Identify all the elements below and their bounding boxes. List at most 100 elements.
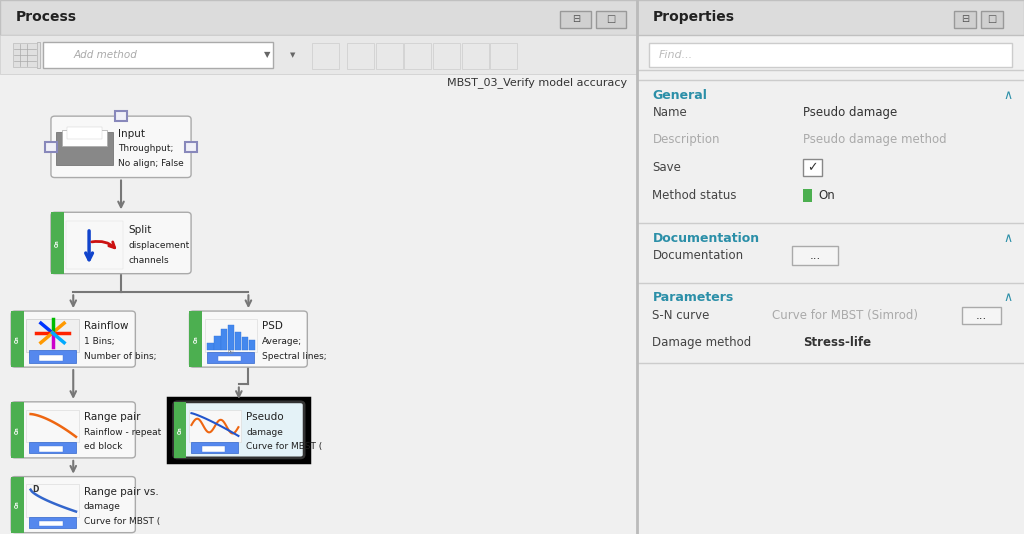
Bar bbox=[208, 352, 254, 363]
Bar bbox=[173, 402, 186, 458]
Bar bbox=[202, 446, 225, 452]
Bar bbox=[963, 307, 1000, 324]
FancyBboxPatch shape bbox=[51, 116, 191, 177]
Text: ed block: ed block bbox=[84, 443, 122, 451]
Text: Method status: Method status bbox=[652, 189, 737, 202]
Bar bbox=[40, 521, 62, 527]
Bar bbox=[0, 35, 637, 74]
Bar bbox=[27, 410, 79, 443]
Text: ▼: ▼ bbox=[264, 51, 270, 59]
Bar bbox=[462, 43, 488, 69]
Bar bbox=[189, 311, 202, 367]
Text: Curve for MBST (: Curve for MBST ( bbox=[246, 443, 323, 451]
Bar bbox=[27, 484, 79, 517]
Bar bbox=[11, 476, 24, 532]
Text: On: On bbox=[15, 501, 20, 508]
Bar bbox=[648, 43, 1013, 67]
Bar bbox=[205, 319, 257, 352]
Text: On: On bbox=[55, 239, 59, 247]
Text: Spectral lines;: Spectral lines; bbox=[262, 352, 327, 360]
Text: Rainflow - repeat: Rainflow - repeat bbox=[84, 428, 161, 436]
Text: ∧: ∧ bbox=[1004, 232, 1013, 245]
Text: ...: ... bbox=[809, 249, 820, 262]
Text: Throughput;: Throughput; bbox=[119, 145, 174, 153]
Bar bbox=[115, 111, 127, 122]
Bar bbox=[67, 221, 123, 269]
Text: Damage method: Damage method bbox=[652, 336, 752, 349]
FancyBboxPatch shape bbox=[11, 476, 135, 532]
Text: Curve for MBST (Simrod): Curve for MBST (Simrod) bbox=[772, 309, 919, 321]
Text: Pseudo damage method: Pseudo damage method bbox=[804, 134, 947, 146]
Bar bbox=[11, 311, 24, 367]
Bar bbox=[218, 356, 242, 361]
Bar bbox=[11, 402, 24, 458]
Text: Stress-life: Stress-life bbox=[804, 336, 871, 349]
Bar bbox=[37, 42, 40, 68]
Text: ...: ... bbox=[976, 309, 987, 321]
Bar bbox=[43, 42, 272, 68]
Text: Find...: Find... bbox=[658, 50, 692, 60]
Bar bbox=[12, 43, 37, 67]
Bar bbox=[376, 43, 402, 69]
Text: ▼: ▼ bbox=[290, 52, 295, 58]
Text: ...: ... bbox=[804, 249, 815, 262]
Text: Pseudo: Pseudo bbox=[246, 412, 284, 422]
Text: Curve for MBST (: Curve for MBST ( bbox=[84, 517, 160, 526]
Text: Description: Description bbox=[652, 134, 720, 146]
Text: 1 Bins;: 1 Bins; bbox=[84, 337, 115, 345]
Bar bbox=[433, 43, 460, 69]
Text: Documentation: Documentation bbox=[652, 232, 760, 245]
Bar bbox=[40, 446, 62, 452]
Bar bbox=[29, 443, 76, 453]
FancyBboxPatch shape bbox=[51, 212, 191, 273]
Text: □: □ bbox=[606, 14, 615, 24]
Bar bbox=[954, 11, 976, 28]
Bar bbox=[234, 332, 241, 350]
Text: Split: Split bbox=[128, 225, 152, 235]
Bar bbox=[191, 443, 239, 453]
Text: On: On bbox=[15, 426, 20, 434]
Bar bbox=[27, 319, 79, 352]
Bar bbox=[184, 142, 198, 152]
Text: Add method: Add method bbox=[74, 50, 137, 60]
Text: General: General bbox=[652, 89, 708, 101]
Text: S-N curve: S-N curve bbox=[652, 309, 710, 321]
FancyBboxPatch shape bbox=[11, 402, 135, 458]
Text: On: On bbox=[194, 335, 199, 343]
Text: On: On bbox=[177, 426, 182, 434]
Bar bbox=[560, 11, 591, 28]
Bar bbox=[221, 329, 227, 350]
Bar bbox=[981, 11, 1002, 28]
Bar bbox=[804, 189, 812, 202]
Text: damage: damage bbox=[84, 502, 121, 511]
Text: Average;: Average; bbox=[262, 337, 302, 345]
Text: PSD: PSD bbox=[262, 321, 283, 331]
Bar bbox=[61, 130, 108, 146]
Bar bbox=[242, 337, 248, 350]
Text: □: □ bbox=[987, 14, 996, 24]
Bar bbox=[51, 212, 63, 273]
Bar bbox=[188, 410, 241, 443]
Text: Name: Name bbox=[652, 106, 687, 119]
Text: Parameters: Parameters bbox=[652, 292, 733, 304]
Text: damage: damage bbox=[246, 428, 283, 436]
FancyBboxPatch shape bbox=[173, 402, 304, 458]
Text: On: On bbox=[819, 189, 836, 202]
Bar bbox=[637, 0, 1024, 35]
Text: Psi: Psi bbox=[227, 350, 234, 356]
Bar bbox=[228, 325, 234, 350]
Text: channels: channels bbox=[128, 256, 169, 264]
Bar bbox=[490, 43, 517, 69]
Bar bbox=[312, 43, 339, 69]
Text: MBST_03_Verify model accuracy: MBST_03_Verify model accuracy bbox=[447, 77, 628, 88]
Text: Pseudo damage: Pseudo damage bbox=[804, 106, 898, 119]
Bar bbox=[169, 397, 309, 462]
Text: No align; False: No align; False bbox=[119, 160, 184, 168]
Bar bbox=[208, 343, 214, 350]
Text: Process: Process bbox=[16, 10, 77, 24]
Text: ✓: ✓ bbox=[807, 161, 818, 174]
Bar bbox=[0, 0, 637, 35]
FancyBboxPatch shape bbox=[189, 311, 307, 367]
Bar bbox=[249, 340, 255, 350]
Text: Documentation: Documentation bbox=[652, 249, 743, 262]
